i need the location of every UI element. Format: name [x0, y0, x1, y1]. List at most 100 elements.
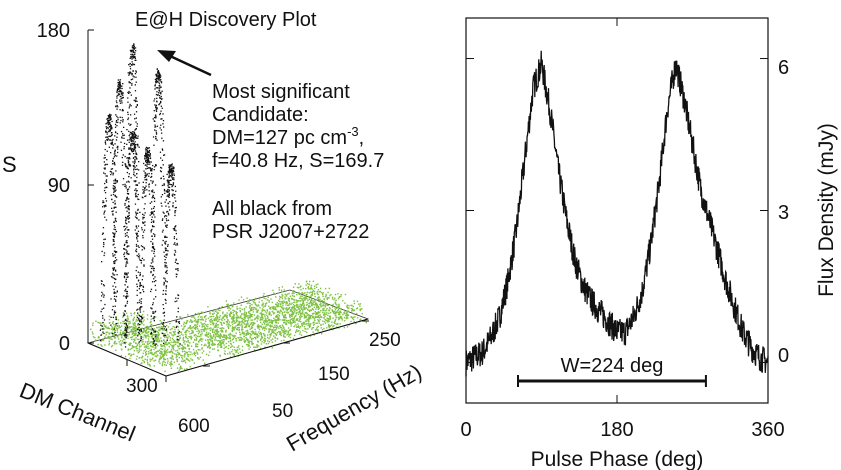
noise-point	[316, 291, 318, 293]
candidate-point	[143, 291, 145, 293]
noise-point	[116, 329, 118, 331]
candidate-point	[151, 212, 153, 214]
noise-point	[288, 304, 290, 306]
noise-point	[254, 333, 257, 336]
noise-point	[167, 336, 169, 339]
noise-point	[175, 354, 178, 357]
noise-point	[192, 341, 195, 344]
noise-point	[313, 306, 315, 308]
candidate-point	[132, 63, 134, 65]
candidate-point	[105, 163, 107, 166]
candidate-point	[133, 149, 136, 151]
noise-point	[134, 334, 136, 336]
noise-point	[136, 345, 138, 347]
y-ticks	[466, 58, 768, 363]
noise-point	[295, 331, 297, 334]
candidate-point	[134, 166, 136, 168]
noise-point	[117, 338, 120, 340]
candidate-point	[163, 308, 165, 310]
noise-point	[171, 354, 173, 357]
candidate-point	[110, 194, 112, 196]
candidate-point	[154, 126, 156, 128]
candidate-point	[114, 182, 116, 185]
candidate-point	[172, 183, 174, 185]
noise-point	[248, 332, 250, 334]
candidate-point	[175, 244, 177, 246]
candidate-point	[115, 318, 117, 321]
noise-point	[284, 314, 287, 316]
noise-point	[208, 354, 210, 357]
noise-point	[304, 292, 306, 294]
candidate-point	[112, 201, 114, 204]
candidate-point	[149, 167, 152, 169]
noise-point	[261, 319, 264, 321]
candidate-point	[104, 140, 107, 142]
candidate-point	[126, 206, 128, 208]
noise-point	[250, 307, 252, 310]
noise-point	[140, 339, 143, 341]
noise-point	[220, 322, 222, 324]
candidate-point	[114, 143, 116, 145]
candidate-point	[155, 130, 157, 132]
candidate-point	[112, 274, 114, 276]
candidate-point	[172, 202, 174, 204]
width-marker: W=224 deg	[517, 355, 707, 387]
candidate-point	[155, 87, 157, 89]
noise-point	[265, 320, 267, 323]
candidate-point	[139, 320, 141, 322]
noise-point	[270, 321, 272, 323]
candidate-point	[138, 333, 140, 335]
noise-point	[233, 327, 235, 329]
noise-point	[285, 319, 288, 322]
candidate-point	[150, 231, 152, 233]
noise-point	[294, 283, 296, 285]
candidate-point	[145, 153, 147, 155]
candidate-point	[112, 235, 115, 238]
candidate-point	[166, 254, 168, 256]
noise-point	[132, 319, 134, 322]
candidate-point	[171, 194, 173, 196]
noise-point	[271, 341, 274, 343]
noise-point	[271, 331, 273, 334]
noise-point	[253, 302, 255, 304]
candidate-point	[142, 237, 144, 239]
candidate-point	[121, 137, 123, 139]
candidate-point	[174, 300, 176, 303]
candidate-point	[167, 196, 169, 198]
candidate-point	[143, 170, 145, 172]
noise-point	[174, 343, 177, 346]
noise-point	[206, 335, 208, 337]
noise-point	[153, 353, 155, 355]
candidate-point	[148, 172, 150, 175]
noise-point	[228, 309, 230, 312]
candidate-point	[171, 165, 173, 167]
noise-point	[321, 329, 324, 331]
noise-point	[162, 334, 165, 336]
candidate-point	[131, 78, 134, 80]
candidate-point	[122, 119, 124, 121]
noise-point	[301, 291, 304, 294]
noise-point	[162, 326, 164, 329]
noise-point	[298, 311, 300, 314]
candidate-point	[165, 293, 167, 295]
noise-point	[171, 356, 173, 359]
candidate-point	[128, 204, 130, 207]
noise-point	[222, 316, 224, 318]
noise-point	[268, 299, 270, 302]
noise-point	[213, 348, 216, 350]
noise-point	[196, 325, 198, 327]
noise-point	[239, 315, 242, 317]
candidate-point	[152, 189, 154, 191]
candidate-point	[164, 298, 166, 301]
candidate-point	[144, 224, 146, 226]
noise-point	[110, 328, 113, 330]
noise-point	[217, 318, 219, 320]
noise-point	[133, 330, 136, 332]
candidate-point	[140, 306, 142, 309]
noise-point	[211, 337, 214, 339]
noise-point	[260, 338, 262, 341]
candidate-point	[122, 94, 124, 96]
candidate-point	[157, 70, 160, 72]
noise-point	[252, 337, 255, 340]
noise-point	[166, 338, 169, 340]
